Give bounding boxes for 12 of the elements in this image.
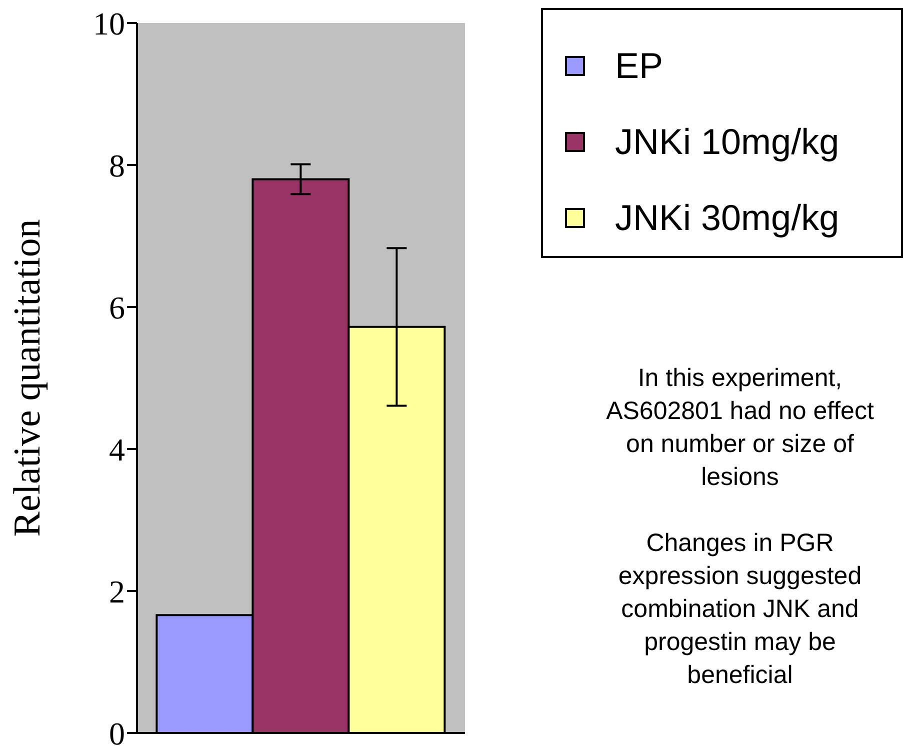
legend-label: JNKi 10mg/kg: [615, 121, 840, 163]
text: In this experiment, AS602801 had no effect on number or size of lesions: [605, 363, 875, 493]
y-tick-label: 10: [93, 5, 125, 42]
legend-label: EP: [615, 45, 664, 87]
y-tick-label: 0: [109, 715, 125, 746]
text: Changes in PGR expression suggested combination JNK and progestin may be beneficial: [617, 528, 863, 691]
y-tick-label: 4: [109, 431, 125, 468]
legend-label: JNKi 30mg/kg: [615, 197, 840, 239]
y-tick-label: 8: [109, 147, 125, 184]
y-tick-label: 2: [109, 573, 125, 610]
y-tick-label: 6: [109, 289, 125, 326]
y-axis-title: Relative quantitation: [6, 219, 48, 537]
